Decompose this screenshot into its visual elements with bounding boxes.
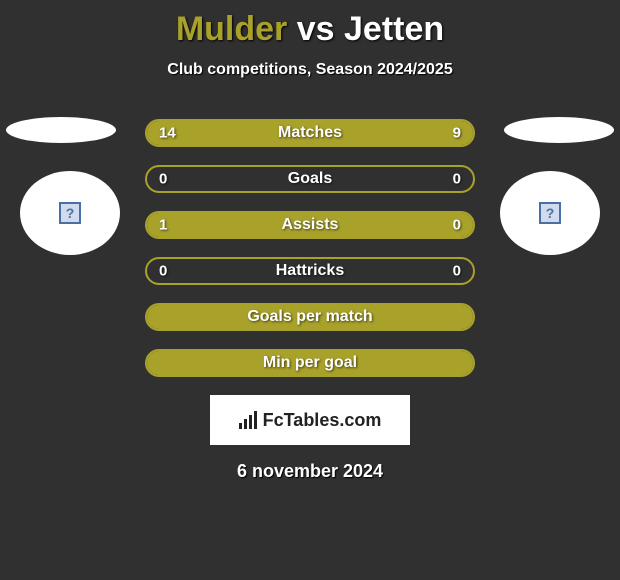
stat-fill-left xyxy=(147,351,473,375)
stat-label: Hattricks xyxy=(147,262,473,280)
page-title: Mulder vs Jetten xyxy=(0,0,620,49)
brand-text: FcTables.com xyxy=(263,410,382,431)
stat-label: Goals xyxy=(147,170,473,188)
stat-value-left: 14 xyxy=(159,125,176,142)
stat-fill-left xyxy=(147,213,408,237)
placeholder-mark: ? xyxy=(546,205,555,221)
brand-badge: FcTables.com xyxy=(210,395,410,445)
stat-row: Goals per match xyxy=(145,303,475,331)
stat-fill-right xyxy=(408,213,473,237)
bar-chart-icon xyxy=(239,411,257,429)
right-team-ellipse xyxy=(504,117,614,143)
placeholder-mark: ? xyxy=(66,205,75,221)
stat-value-right: 9 xyxy=(453,125,461,142)
stat-value-right: 0 xyxy=(453,217,461,234)
comparison-content: ? ? 149Matches00Goals10Assists00Hattrick… xyxy=(0,119,620,482)
stat-fill-left xyxy=(147,121,473,145)
stat-row: Min per goal xyxy=(145,349,475,377)
date-text: 6 november 2024 xyxy=(0,461,620,482)
vs-text: vs xyxy=(297,10,335,48)
stat-row: 10Assists xyxy=(145,211,475,239)
stat-row: 149Matches xyxy=(145,119,475,147)
stat-value-left: 0 xyxy=(159,263,167,280)
left-team-ellipse xyxy=(6,117,116,143)
stat-value-left: 1 xyxy=(159,217,167,234)
player1-avatar: ? xyxy=(20,171,120,255)
stat-fill-left xyxy=(147,305,473,329)
placeholder-shield-icon: ? xyxy=(59,202,81,224)
placeholder-shield-icon: ? xyxy=(539,202,561,224)
stat-value-left: 0 xyxy=(159,171,167,188)
stat-value-right: 0 xyxy=(453,171,461,188)
stat-row: 0 0Goals xyxy=(145,165,475,193)
player2-avatar: ? xyxy=(500,171,600,255)
player2-name: Jetten xyxy=(344,10,444,48)
player1-name: Mulder xyxy=(176,10,287,48)
subtitle: Club competitions, Season 2024/2025 xyxy=(0,61,620,79)
stat-row: 0 0Hattricks xyxy=(145,257,475,285)
stat-value-right: 0 xyxy=(453,263,461,280)
stat-bars: 149Matches00Goals10Assists00HattricksGoa… xyxy=(145,119,475,377)
